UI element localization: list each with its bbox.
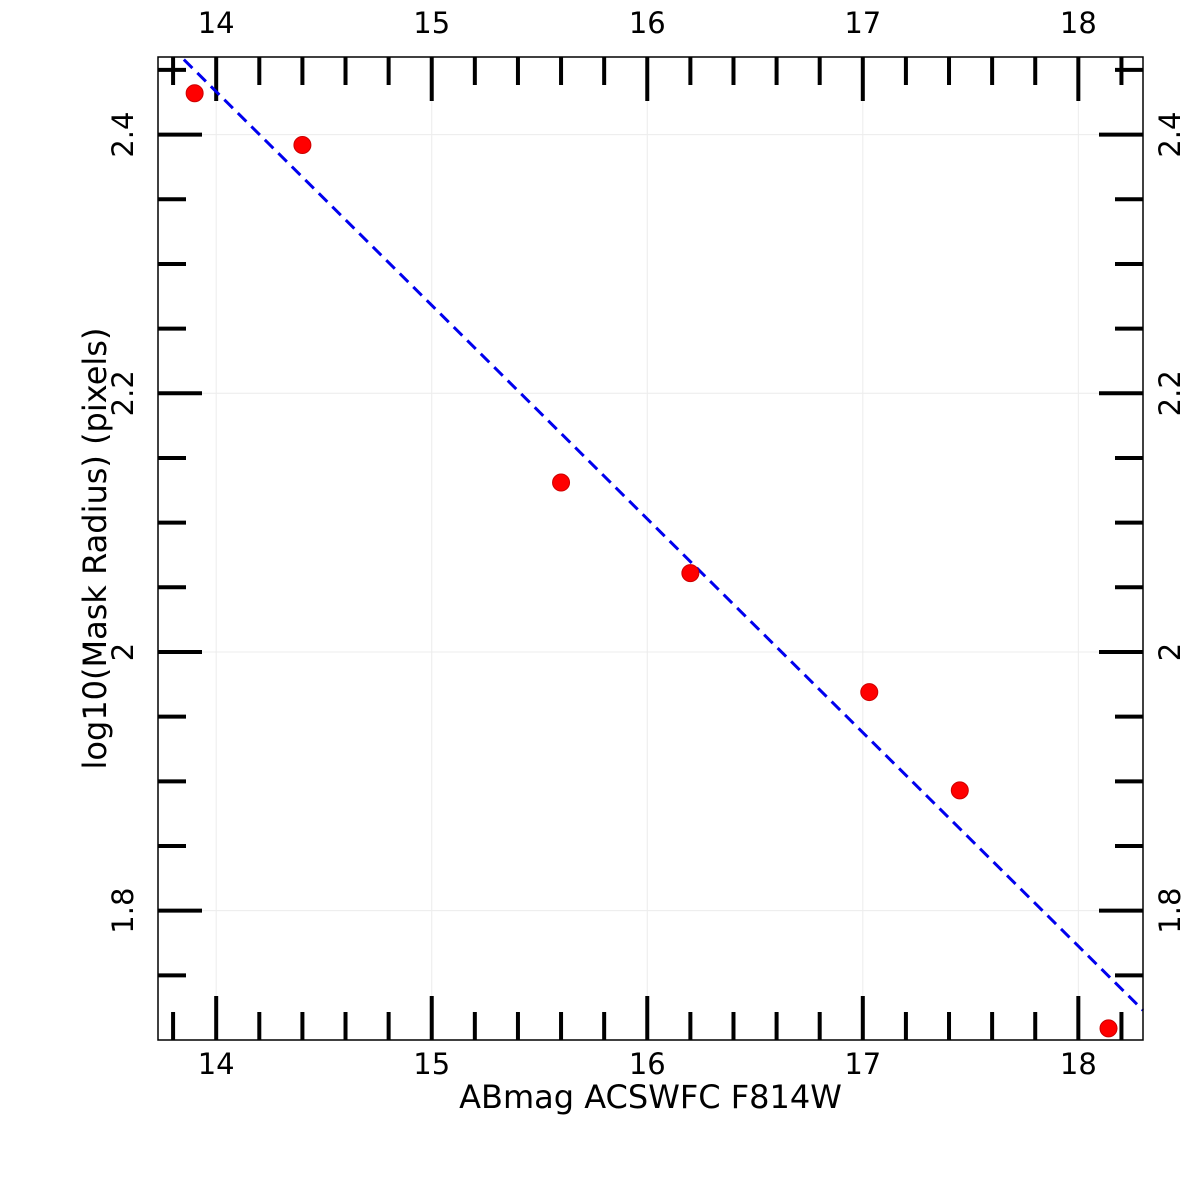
data-point: [681, 564, 700, 583]
x-tick-label-bottom: 15: [413, 1047, 450, 1081]
y-tick-label-left: 1.8: [106, 888, 140, 934]
y-tick-label-right: 2: [1153, 643, 1187, 661]
x-tick-label-top: 16: [629, 6, 666, 40]
fit-line-group: [182, 58, 1145, 1012]
x-axis-label: ABmag ACSWFC F814W: [459, 1078, 842, 1116]
x-tick-label-top: 14: [198, 6, 235, 40]
data-point: [1099, 1019, 1118, 1038]
x-tick-label-bottom: 14: [198, 1047, 235, 1081]
x-tick-label-top: 18: [1060, 6, 1097, 40]
data-point: [860, 683, 879, 702]
y-tick-label-right: 1.8: [1153, 888, 1187, 934]
data-points: [185, 84, 1118, 1038]
data-point: [552, 473, 571, 492]
y-tick-label-left: 2.2: [106, 370, 140, 416]
x-tick-label-bottom: 18: [1060, 1047, 1097, 1081]
y-tick-label-right: 2.4: [1153, 112, 1187, 158]
y-tick-label-left: 2: [106, 643, 140, 661]
x-tick-label-top: 17: [844, 6, 881, 40]
grid-lines: [158, 57, 1143, 1040]
tick-labels: 14 14 15 15 16 16 17 17 18 18 1.8 1.8 2 2 2.2 2.2 2.4 2.4: [106, 6, 1187, 1081]
x-tick-label-top: 15: [413, 6, 450, 40]
x-tick-label-bottom: 17: [844, 1047, 881, 1081]
y-tick-label-left: 2.4: [106, 112, 140, 158]
data-point: [185, 84, 204, 103]
plot-frame: [157, 56, 1144, 1041]
y-tick-label-right: 2.2: [1153, 370, 1187, 416]
data-point: [293, 135, 312, 154]
axis-ticks: [158, 57, 1143, 1040]
x-tick-label-bottom: 16: [629, 1047, 666, 1081]
y-axis-label: log10(Mask Radius) (pixels): [76, 328, 114, 770]
fit-line: [182, 58, 1145, 1012]
data-point: [950, 781, 969, 800]
